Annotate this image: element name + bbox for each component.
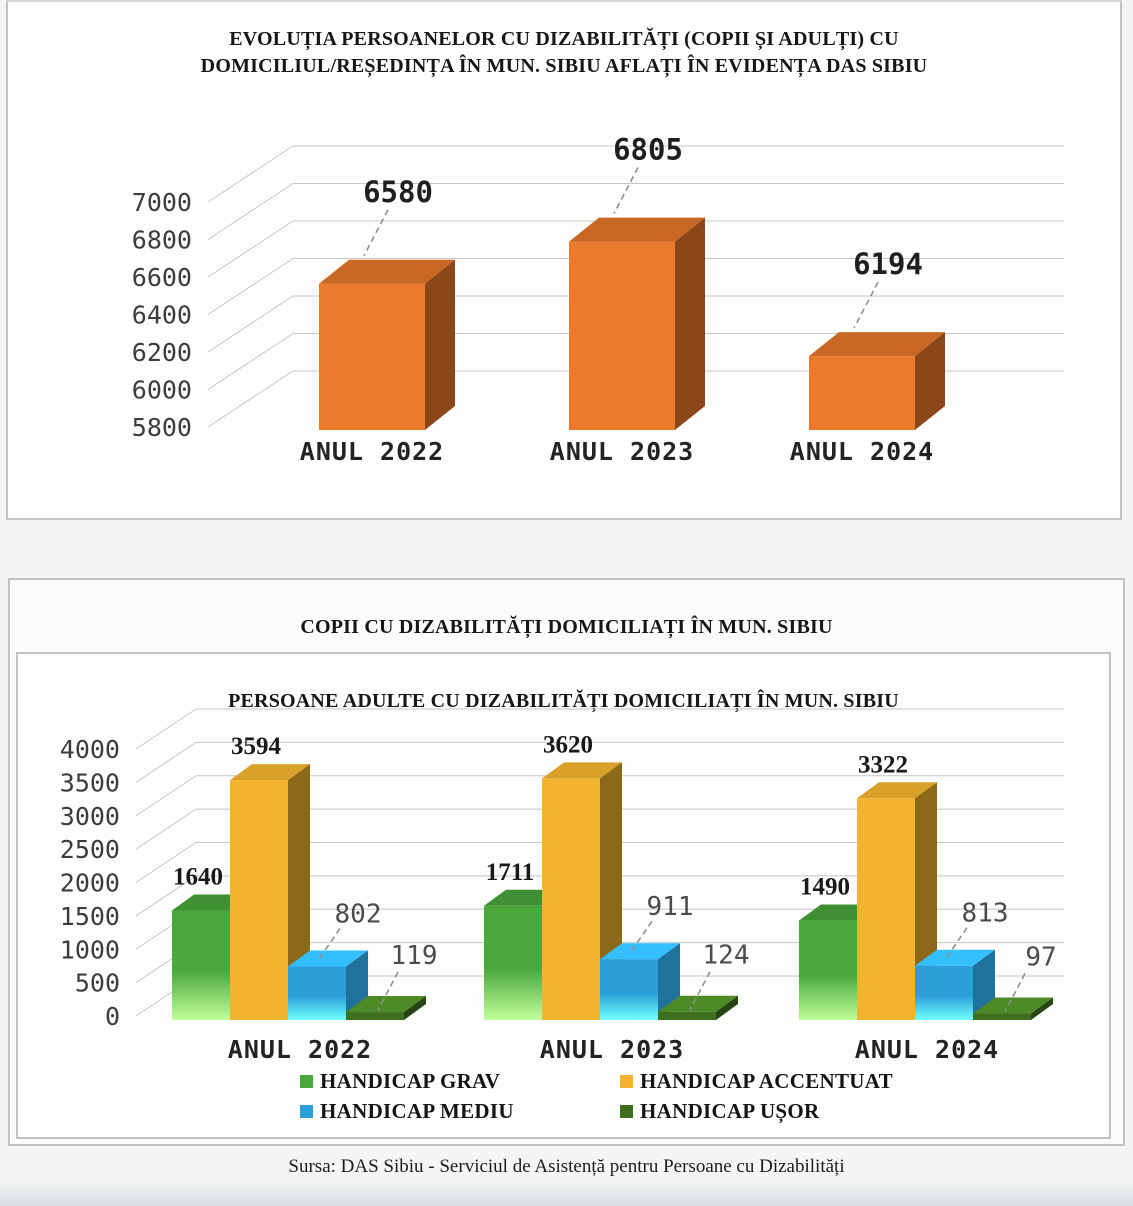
svg-text:3500: 3500 — [60, 768, 120, 797]
legend-item-handicap-mediu: HANDICAP MEDIU — [300, 1098, 514, 1123]
legend-label-usor: HANDICAP UȘOR — [640, 1098, 820, 1123]
svg-text:3322: 3322 — [858, 751, 908, 778]
svg-text:1500: 1500 — [60, 902, 120, 931]
svg-text:500: 500 — [75, 969, 120, 998]
children-chart-panel: COPII CU DIZABILITĂȚI DOMICILIAȚI ÎN MUN… — [8, 578, 1125, 1146]
svg-text:119: 119 — [391, 941, 438, 971]
legend-swatch-usor — [620, 1104, 633, 1118]
svg-text:6400: 6400 — [132, 301, 192, 330]
svg-text:6194: 6194 — [853, 247, 923, 281]
evolution-chart-panel: EVOLUȚIA PERSOANELOR CU DIZABILITĂȚI (CO… — [6, 0, 1122, 520]
svg-text:124: 124 — [703, 941, 750, 971]
evolution-chart-title-line1: EVOLUȚIA PERSOANELOR CU DIZABILITĂȚI (CO… — [229, 28, 899, 50]
svg-text:ANUL 2024: ANUL 2024 — [855, 1035, 999, 1064]
adults-chart-canvas: 4000 3500 3000 2500 2000 1500 1000 500 0 1640 3594… — [60, 708, 1064, 1064]
page-bottom-strip — [0, 1184, 1133, 1206]
svg-text:ANUL 2022: ANUL 2022 — [228, 1035, 372, 1064]
evolution-chart-title: EVOLUȚIA PERSOANELOR CU DIZABILITĂȚI (CO… — [8, 26, 1120, 80]
legend-label-accentuat: HANDICAP ACCENTUAT — [640, 1068, 893, 1093]
svg-text:6200: 6200 — [132, 338, 192, 367]
adults-chart-title: PERSOANE ADULTE CU DIZABILITĂȚI DOMICILI… — [228, 690, 899, 712]
adults-chart-panel: PERSOANE ADULTE CU DIZABILITĂȚI DOMICILI… — [16, 652, 1111, 1139]
svg-text:1000: 1000 — [60, 935, 120, 964]
svg-text:0: 0 — [105, 1002, 120, 1031]
children-chart-title: COPII CU DIZABILITĂȚI DOMICILIAȚI ÎN MUN… — [300, 616, 833, 638]
legend-item-handicap-accentuat: HANDICAP ACCENTUAT — [620, 1068, 893, 1093]
svg-text:6805: 6805 — [613, 133, 683, 167]
source-note: Sursa: DAS Sibiu - Serviciul de Asistenț… — [288, 1156, 845, 1177]
svg-text:1490: 1490 — [800, 874, 850, 901]
legend-swatch-grav — [300, 1074, 313, 1088]
svg-text:ANUL 2023: ANUL 2023 — [550, 437, 694, 466]
svg-text:802: 802 — [335, 899, 382, 929]
svg-text:ANUL 2023: ANUL 2023 — [540, 1035, 684, 1064]
legend-item-handicap-grav: HANDICAP GRAV — [300, 1068, 501, 1093]
evolution-chart-title-line2: DOMICILIUL/REȘEDINȚA ÎN MUN. SIBIU AFLAȚ… — [200, 55, 928, 77]
svg-text:6800: 6800 — [132, 226, 192, 255]
svg-text:2500: 2500 — [60, 835, 120, 864]
svg-text:3000: 3000 — [60, 802, 120, 831]
svg-text:1711: 1711 — [486, 859, 535, 886]
legend-label-grav: HANDICAP GRAV — [320, 1068, 501, 1093]
svg-text:3594: 3594 — [231, 733, 282, 760]
svg-text:4000: 4000 — [60, 735, 120, 764]
svg-text:6600: 6600 — [132, 263, 192, 292]
svg-text:ANUL 2022: ANUL 2022 — [300, 437, 444, 466]
legend-label-mediu: HANDICAP MEDIU — [320, 1098, 514, 1123]
svg-text:7000: 7000 — [132, 188, 192, 217]
svg-text:5800: 5800 — [132, 413, 192, 442]
svg-text:2000: 2000 — [60, 869, 120, 898]
svg-text:6580: 6580 — [363, 175, 433, 209]
svg-text:3620: 3620 — [543, 731, 593, 758]
legend-swatch-accentuat — [620, 1074, 633, 1088]
legend-item-handicap-usor: HANDICAP UȘOR — [620, 1098, 820, 1123]
svg-text:97: 97 — [1025, 943, 1056, 973]
evolution-chart-canvas: 7000 6800 6600 6400 6200 6000 5800 6580 ANUL 202… — [132, 133, 1064, 466]
legend-swatch-mediu — [300, 1104, 313, 1118]
svg-text:6000: 6000 — [132, 376, 192, 405]
svg-text:813: 813 — [962, 899, 1009, 929]
svg-text:1640: 1640 — [173, 864, 223, 891]
svg-text:ANUL 2024: ANUL 2024 — [790, 437, 934, 466]
svg-text:911: 911 — [647, 892, 694, 922]
